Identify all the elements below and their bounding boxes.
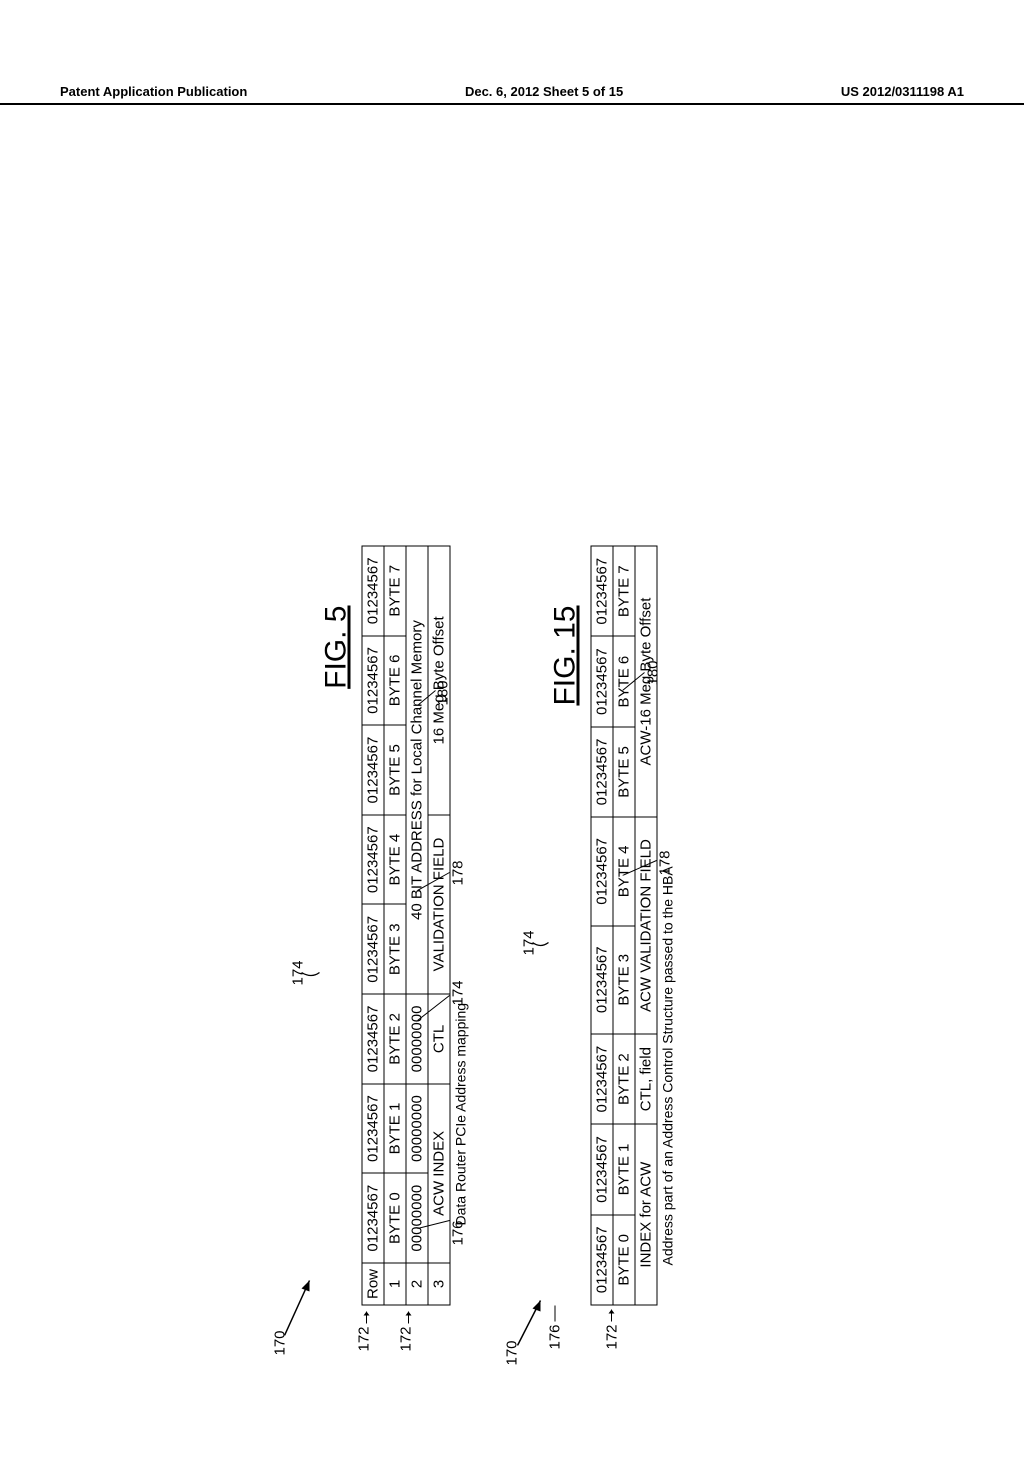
cell: INDEX for ACW	[635, 1124, 657, 1305]
arrow-icon	[280, 1266, 320, 1336]
cell: BYTE 3	[384, 905, 406, 995]
lead-icon	[623, 851, 659, 876]
arrow-icon	[362, 1306, 372, 1324]
cell: VALIDATION FIELD	[428, 815, 450, 994]
cell: 01234567	[362, 994, 384, 1084]
fig15-ref-180: 180	[645, 660, 662, 685]
cell: 3	[428, 1263, 450, 1305]
arrow-icon	[404, 1306, 414, 1324]
table-row: 3 ACW INDEX CTL VALIDATION FIELD 16 Meg …	[428, 546, 450, 1305]
lead-icon	[418, 681, 438, 706]
cell: BYTE 2	[384, 994, 406, 1084]
lead-icon	[418, 1211, 453, 1231]
fig5-ref-172b: 172	[398, 1326, 415, 1351]
fig5-caption: Data Router PCIe Address mapping	[453, 546, 469, 1226]
hook-icon	[533, 931, 553, 951]
cell: 2	[406, 1263, 428, 1305]
cell: 01234567	[591, 546, 613, 636]
cell: BYTE 4	[384, 815, 406, 905]
hook-icon	[302, 961, 324, 981]
lead-icon	[418, 991, 453, 1021]
cell: BYTE 2	[613, 1034, 635, 1124]
cell: BYTE 1	[613, 1124, 635, 1214]
fig15-title: FIG. 15	[549, 606, 583, 1306]
cell: 01234567	[591, 926, 613, 1034]
cell: 01234567	[591, 727, 613, 817]
cell: 01234567	[362, 546, 384, 636]
header-right: US 2012/0311198 A1	[841, 84, 964, 99]
fig15-ref-176: 176	[547, 1324, 564, 1349]
cell: 40 BIT ADDRESS for Local Channel Memory	[406, 546, 428, 994]
fig15-ref-178: 178	[657, 850, 674, 875]
figure-5: FIG. 5 170 174 Row 01234567 01234567 012…	[320, 546, 469, 1306]
header-center: Dec. 6, 2012 Sheet 5 of 15	[465, 84, 623, 99]
cell: BYTE 0	[613, 1215, 635, 1305]
cell: 01234567	[362, 1084, 384, 1174]
table-row: BYTE 0 BYTE 1 BYTE 2 BYTE 3 BYTE 4 BYTE …	[613, 546, 635, 1305]
cell: 01234567	[591, 636, 613, 726]
table-row: 2 00000000 00000000 00000000 40 BIT ADDR…	[406, 546, 428, 1305]
cell: 1	[384, 1263, 406, 1305]
fig5-ref-172a: 172	[356, 1326, 373, 1351]
page-header: Patent Application Publication Dec. 6, 2…	[0, 78, 1024, 105]
table-row: 01234567 01234567 01234567 01234567 0123…	[591, 546, 613, 1305]
header-left: Patent Application Publication	[60, 84, 247, 99]
cell: ACW INDEX	[428, 1084, 450, 1263]
cell: 01234567	[362, 636, 384, 726]
cell: 01234567	[591, 1215, 613, 1305]
table-row: 1 BYTE 0 BYTE 1 BYTE 2 BYTE 3 BYTE 4 BYT…	[384, 546, 406, 1305]
cell: 01234567	[591, 817, 613, 925]
arrow-icon	[607, 1304, 617, 1322]
cell: BYTE 5	[384, 725, 406, 815]
fig15-caption: Address part of an Address Control Struc…	[660, 546, 676, 1266]
fig5-title: FIG. 5	[320, 606, 354, 1306]
cell: BYTE 7	[613, 546, 635, 636]
rotated-figures: FIG. 5 170 174 Row 01234567 01234567 012…	[285, 376, 736, 1476]
cell: BYTE 1	[384, 1084, 406, 1174]
cell: 01234567	[591, 1124, 613, 1214]
table-row: Row 01234567 01234567 01234567 01234567 …	[362, 546, 384, 1305]
fig15-ref-172: 172	[604, 1324, 621, 1349]
figure-15: FIG. 15 170 174 01234567 01234567 012345…	[549, 546, 676, 1306]
arrow-icon	[513, 1286, 549, 1346]
cell: CTL, field	[635, 1034, 657, 1124]
cell: Row	[362, 1263, 384, 1305]
cell: 01234567	[362, 725, 384, 815]
cell: 00000000	[406, 1084, 428, 1174]
cell: 01234567	[362, 1173, 384, 1263]
lead-icon	[623, 666, 647, 691]
cell: BYTE 0	[384, 1173, 406, 1263]
cell: 01234567	[362, 815, 384, 905]
cell: 01234567	[362, 905, 384, 995]
cell: BYTE 3	[613, 926, 635, 1034]
fig5-table: Row 01234567 01234567 01234567 01234567 …	[362, 546, 451, 1306]
lead-icon	[418, 866, 453, 891]
cell: BYTE 6	[384, 636, 406, 726]
cell: BYTE 5	[613, 727, 635, 817]
lead-line	[555, 1306, 556, 1322]
cell: BYTE 7	[384, 546, 406, 636]
cell: 01234567	[591, 1034, 613, 1124]
